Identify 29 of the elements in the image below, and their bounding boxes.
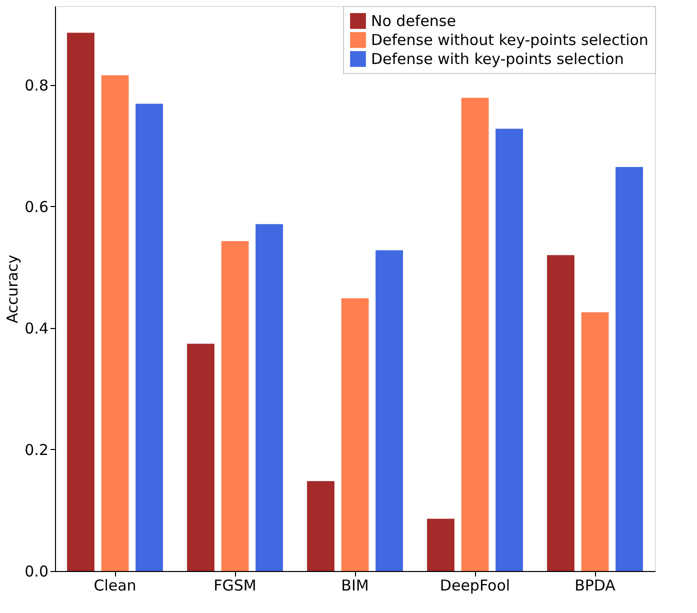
- y-axis-title: Accuracy: [4, 254, 22, 324]
- y-tick-label: 0.4: [24, 319, 48, 338]
- bar: [136, 104, 163, 571]
- y-tick-label: 0.6: [24, 198, 48, 216]
- bar: [101, 75, 129, 571]
- legend-label: No defense: [371, 12, 456, 30]
- bar: [581, 312, 609, 571]
- x-tick-label: BPDA: [574, 576, 616, 594]
- y-tick-label: 0.0: [24, 562, 48, 580]
- x-tick-label: DeepFool: [440, 576, 510, 594]
- bar: [187, 344, 214, 571]
- bar: [376, 250, 403, 571]
- bar: [307, 481, 334, 571]
- bar: [427, 518, 454, 571]
- legend-label: Defense without key-points selection: [371, 31, 648, 49]
- x-tick-label: BIM: [341, 576, 369, 594]
- bar: [221, 241, 249, 571]
- bar: [616, 166, 643, 571]
- x-tick-label: Clean: [94, 576, 136, 594]
- x-tick-label: FGSM: [214, 576, 256, 594]
- bar: [547, 255, 574, 571]
- legend-label: Defense with key-points selection: [371, 50, 624, 68]
- y-tick-label: 0.2: [24, 440, 48, 459]
- bar: [341, 298, 369, 571]
- bar: [496, 128, 523, 571]
- bar: [461, 98, 489, 571]
- bar: [67, 32, 94, 571]
- y-tick-label: 0.8: [24, 76, 48, 94]
- bar: [256, 224, 283, 571]
